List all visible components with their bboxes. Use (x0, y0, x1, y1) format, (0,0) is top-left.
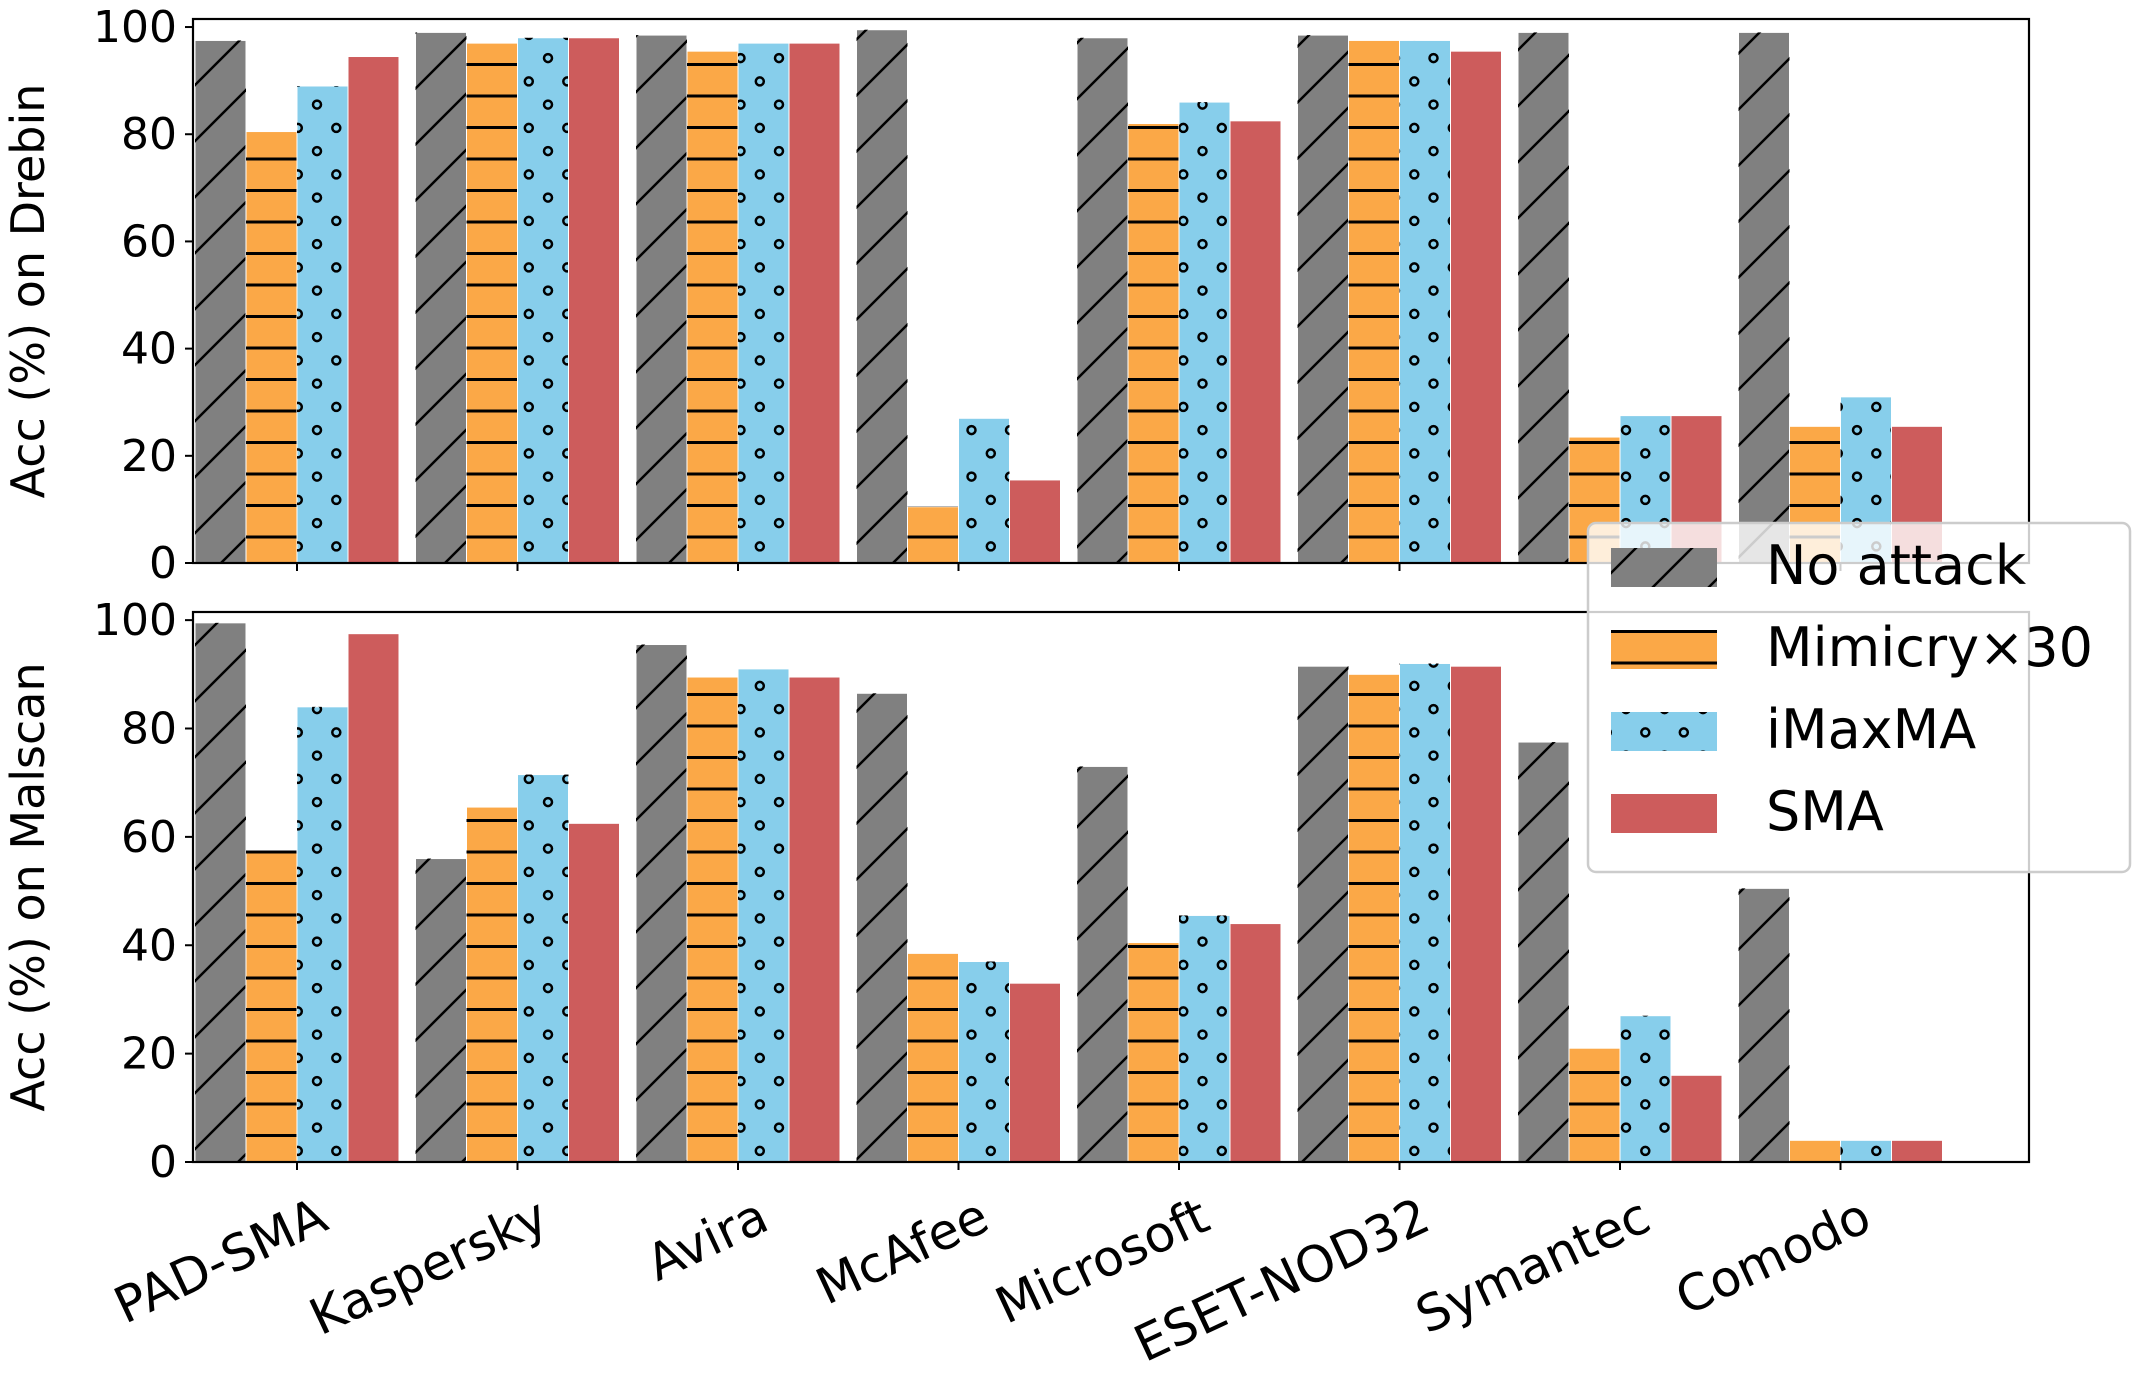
legend-label: Mimicry×30 (1766, 616, 2093, 679)
bar-hatch (1569, 1048, 1620, 1162)
bar-hatch (1348, 40, 1400, 564)
y-tick-label: 60 (121, 216, 177, 267)
bar-sma-mcafee (1009, 479, 1061, 564)
bar-hatch (687, 677, 738, 1162)
x-tick-label: Avira (638, 1187, 777, 1293)
bar-sma-microsoft (1229, 923, 1282, 1163)
axes-frame (191, 17, 2031, 565)
x-tick-label: Symantec (1407, 1187, 1658, 1345)
bar-sma-microsoft (1229, 120, 1282, 564)
axes-frame (191, 610, 2031, 1164)
bar-hatch (856, 693, 908, 1162)
y-tick-label: 100 (93, 2, 177, 53)
bar-hatch (636, 644, 687, 1162)
bar-hatch (1179, 915, 1230, 1162)
y-tick-label: 0 (149, 1137, 177, 1188)
legend-label: No attack (1766, 534, 2027, 597)
y-tick-label: 80 (121, 704, 177, 755)
bar-hatch (1399, 40, 1451, 564)
bar-hatch (195, 40, 246, 564)
legend-label: SMA (1766, 780, 1884, 843)
legend-swatch (1611, 794, 1717, 833)
legend: No attack Mimicry×30 iMaxMA SMA (1586, 521, 2132, 874)
panel-2: 0 20 40 60 80 100 Acc (%) on Malscan (1, 595, 2031, 1188)
bar-hatch (958, 961, 1010, 1162)
bar-hatch (738, 43, 789, 563)
bar-hatch (1738, 32, 1790, 564)
bar-hatch (1128, 123, 1179, 563)
bar-hatch (636, 35, 687, 564)
bar-hatch (1179, 102, 1230, 564)
bar-sma-mcafee (1009, 982, 1061, 1163)
bar-hatch (958, 418, 1010, 563)
bar-hatch (1128, 942, 1179, 1162)
bar-hatch (738, 668, 789, 1162)
y-tick-label: 40 (121, 324, 177, 375)
bar-hatch (907, 506, 959, 563)
bar-hatch (1077, 766, 1128, 1162)
bar-hatch (1399, 663, 1451, 1162)
bar-sma-kaspersky (568, 37, 620, 564)
bar-hatch (1297, 666, 1349, 1162)
bar-sma-eset-nod32 (1450, 50, 1502, 564)
bar-hatch (466, 43, 518, 563)
bar-hatch (466, 807, 518, 1162)
x-tick-label: Kaspersky (301, 1187, 556, 1347)
legend-frame (1586, 521, 2132, 874)
bar-hatch (1518, 742, 1569, 1162)
legend-label: iMaxMA (1766, 698, 1976, 761)
bar-sma-symantec (1670, 1074, 1723, 1163)
legend-swatch-hatch (1611, 712, 1717, 751)
bar-hatch (907, 953, 959, 1162)
bar-hatch (856, 29, 908, 563)
legend-swatch-hatch (1611, 630, 1717, 669)
bar-hatch (1348, 674, 1400, 1162)
bar-hatch (415, 32, 467, 564)
bar-sma-comodo (1891, 1139, 1943, 1163)
y-axis-label: Acc (%) on Drebin (1, 84, 55, 499)
panel-1: 0 20 40 60 80 100 Acc (%) on Drebin (1, 2, 2031, 589)
bar-hatch (1077, 37, 1128, 564)
y-tick-label: 80 (121, 109, 177, 160)
bar-hatch (415, 858, 467, 1162)
bar-hatch (195, 622, 246, 1162)
bar-hatch (517, 37, 569, 564)
bar-hatch (1297, 35, 1349, 564)
bar-hatch (1620, 1015, 1671, 1162)
y-tick-label: 20 (121, 1029, 177, 1080)
x-tick-label: PAD-SMA (106, 1187, 336, 1335)
bar-sma-pad-sma (347, 56, 400, 564)
bar-hatch (246, 850, 297, 1162)
bar-hatch (1840, 1140, 1892, 1162)
bar-sma-eset-nod32 (1450, 665, 1502, 1163)
y-tick-label: 60 (121, 812, 177, 863)
bar-hatch (517, 774, 569, 1162)
bar-hatch (246, 131, 297, 563)
x-tick-label: McAfee (807, 1187, 997, 1317)
legend-swatch-hatch (1611, 548, 1717, 587)
y-tick-label: 40 (121, 920, 177, 971)
bar-sma-pad-sma (347, 633, 400, 1163)
bar-hatch (1738, 888, 1790, 1162)
bar-hatch (297, 706, 348, 1162)
y-tick-label: 20 (121, 431, 177, 482)
bar-sma-kaspersky (568, 822, 620, 1163)
bar-hatch (297, 85, 348, 564)
x-tick-label: Comodo (1667, 1187, 1879, 1327)
bar-hatch (1518, 32, 1569, 564)
bar-sma-avira (788, 676, 841, 1163)
y-tick-label: 100 (93, 595, 177, 646)
bar-hatch (1789, 1140, 1841, 1162)
bar-sma-avira (788, 42, 841, 564)
y-axis-label: Acc (%) on Malscan (1, 662, 55, 1111)
bar-hatch (687, 51, 738, 564)
y-tick-label: 0 (149, 538, 177, 589)
